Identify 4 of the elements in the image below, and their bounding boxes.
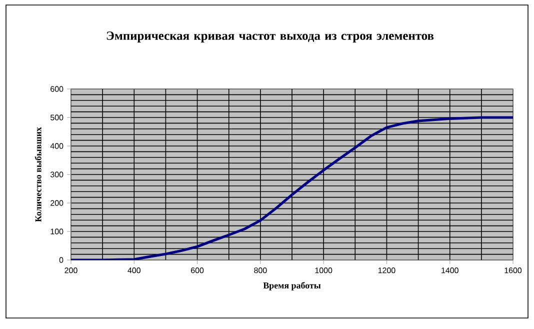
x-axis-title: Время работы [263, 282, 321, 290]
line-series [71, 116, 514, 260]
y-axis-title: Количество выбывших [34, 127, 42, 222]
chart-title: Эмпирическая кривая частот выхода из строя элементов [106, 32, 434, 42]
